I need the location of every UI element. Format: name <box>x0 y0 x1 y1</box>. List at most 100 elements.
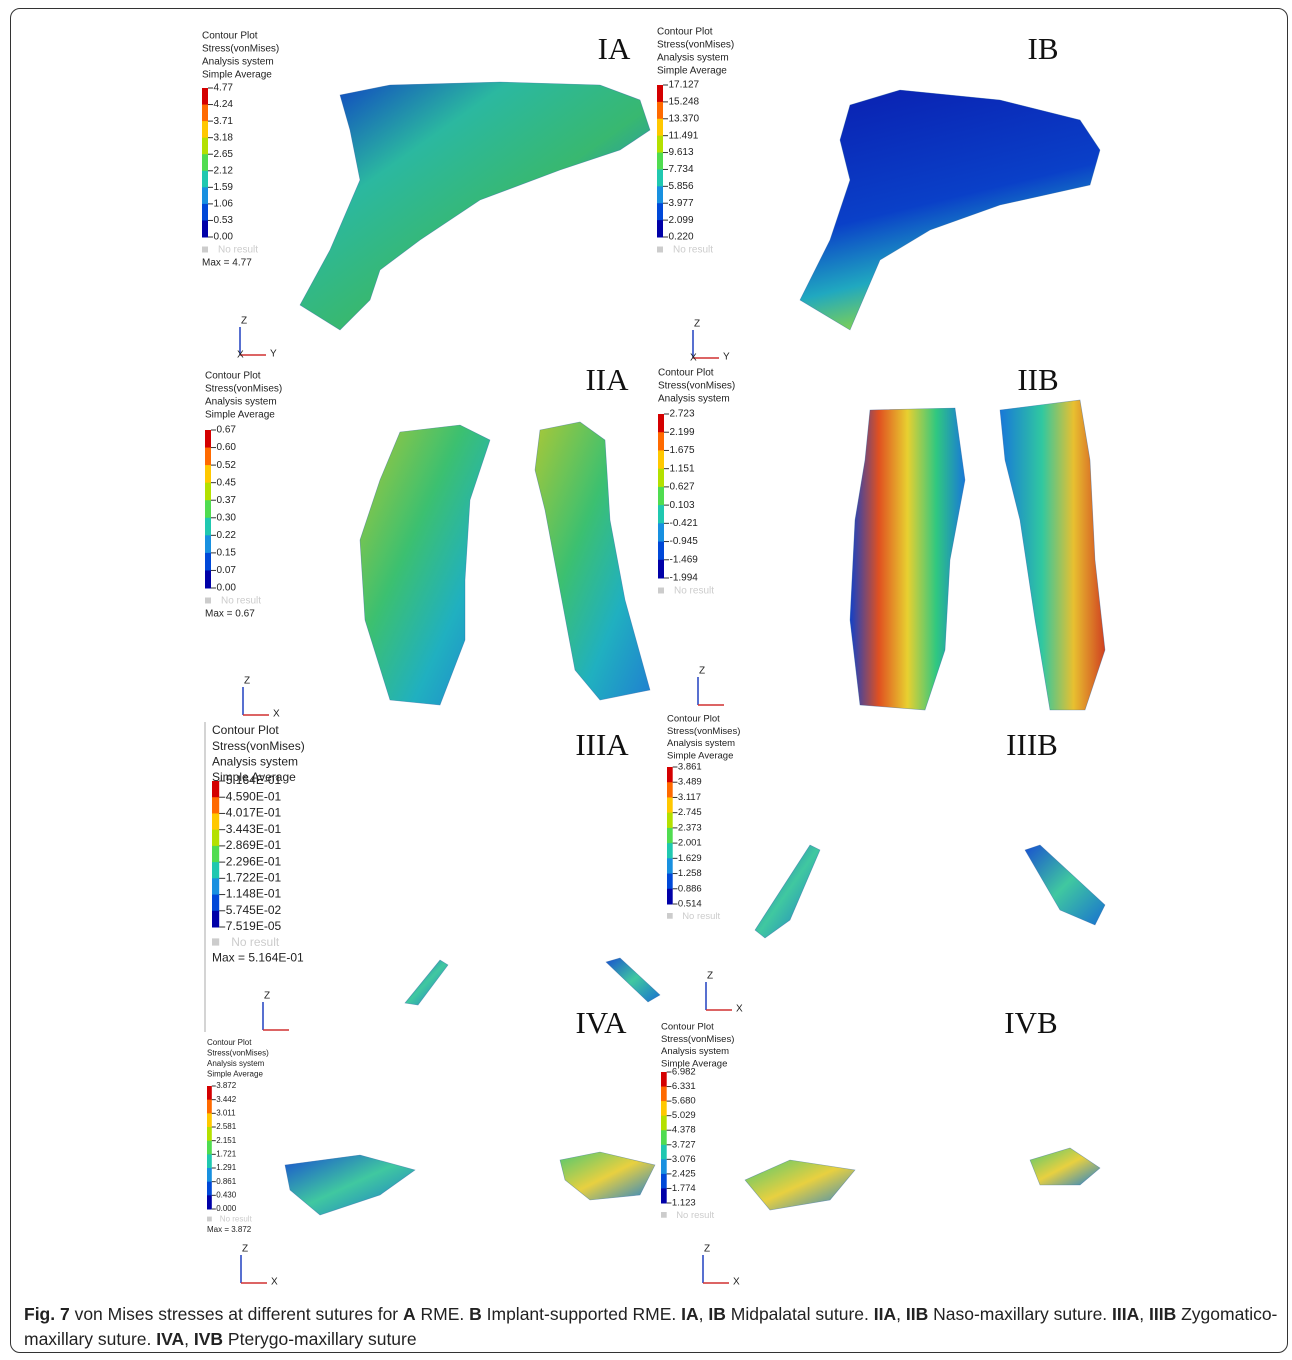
scale-label: 0.00 <box>214 232 234 243</box>
legend-header: Analysis system <box>657 53 729 64</box>
scale-label: 1.722E-01 <box>226 871 282 885</box>
scale-label: 2.425 <box>672 1168 696 1179</box>
max-value: Max = 5.164E-01 <box>212 950 304 964</box>
color-band <box>202 187 208 204</box>
color-band <box>661 1174 667 1189</box>
color-band <box>667 782 673 798</box>
color-band <box>207 1141 212 1155</box>
color-band <box>202 138 208 155</box>
scale-label: 4.378 <box>672 1125 696 1136</box>
scale-label: 11.491 <box>669 130 699 141</box>
mesh <box>800 90 1100 330</box>
scale-label: 3.117 <box>678 792 701 803</box>
scale-label: 3.71 <box>214 116 234 127</box>
color-band <box>212 846 219 863</box>
color-band <box>212 781 219 798</box>
scale-label: 0.15 <box>217 548 237 559</box>
legend-header: Stress(vonMises) <box>202 44 279 55</box>
color-band <box>658 450 664 469</box>
scale-label: 6.331 <box>672 1081 696 1092</box>
legend-header: Stress(vonMises) <box>205 384 282 395</box>
color-band <box>205 535 211 553</box>
panel-label: IVB <box>1004 1005 1057 1040</box>
legend-header: Stress(vonMises) <box>657 40 734 51</box>
caption-text: , <box>896 1304 906 1324</box>
scale-label: -0.945 <box>670 536 699 547</box>
caption-bold: IB <box>708 1304 726 1324</box>
color-band <box>657 203 663 220</box>
mesh <box>755 845 820 938</box>
scale-label: 7.734 <box>669 164 694 175</box>
axis-label: Z <box>241 316 247 327</box>
scale-label: 6.982 <box>672 1067 696 1078</box>
scale-label: 3.872 <box>216 1081 237 1090</box>
scale-label: 5.745E-02 <box>226 903 282 917</box>
color-band <box>667 858 673 874</box>
axis-label: Y <box>723 352 730 363</box>
mesh <box>560 1152 655 1200</box>
scale-label: 2.745 <box>678 807 702 818</box>
no-result: No result <box>231 935 280 949</box>
caption-text: Midpalatal suture. <box>726 1304 874 1324</box>
scale-label: 0.886 <box>678 883 702 894</box>
color-band <box>205 500 211 518</box>
no-result-swatch <box>205 598 211 604</box>
scale-label: 5.029 <box>672 1110 696 1121</box>
color-band <box>657 85 663 102</box>
scale-label: 15.248 <box>669 97 700 108</box>
panel-label: IA <box>598 31 631 66</box>
color-band <box>661 1159 667 1174</box>
scale-label: 0.45 <box>217 477 237 488</box>
color-band <box>202 204 208 221</box>
legend-header: Simple Average <box>205 410 275 421</box>
color-band <box>207 1100 212 1114</box>
color-band <box>212 878 219 895</box>
scale-label: 0.103 <box>670 500 695 511</box>
panel-label: IB <box>1028 31 1059 66</box>
color-band <box>667 797 673 813</box>
color-band <box>658 487 664 506</box>
scale-label: 2.151 <box>216 1136 237 1145</box>
scale-label: 0.514 <box>678 899 702 910</box>
scale-label: 4.77 <box>214 83 234 94</box>
scale-label: 0.37 <box>217 495 237 506</box>
legend-header: Contour Plot <box>657 27 713 38</box>
color-band <box>205 518 211 536</box>
color-band <box>661 1087 667 1102</box>
color-band <box>667 889 673 905</box>
color-band <box>212 830 219 847</box>
scale-label: 3.076 <box>672 1154 696 1165</box>
color-band <box>202 121 208 138</box>
legend-header: Analysis system <box>212 754 298 768</box>
scale-label: 2.65 <box>214 149 234 160</box>
mesh <box>1000 400 1105 710</box>
caption-bold: Fig. 7 <box>24 1304 70 1324</box>
scale-label: 7.519E-05 <box>226 919 282 933</box>
color-band <box>661 1072 667 1087</box>
legend-header: Analysis system <box>667 738 735 749</box>
caption-bold: IIB <box>906 1304 928 1324</box>
scale-label: 0.30 <box>217 512 237 523</box>
color-band <box>658 505 664 524</box>
color-band <box>202 88 208 105</box>
mesh <box>535 422 650 700</box>
legend-header: Contour Plot <box>661 1022 714 1033</box>
caption-bold: A <box>403 1304 416 1324</box>
scale-label: 1.774 <box>672 1183 696 1194</box>
color-band <box>212 911 219 928</box>
caption-text: , <box>184 1329 194 1349</box>
scale-label: 4.590E-01 <box>226 789 282 803</box>
scale-label: 1.258 <box>678 868 702 879</box>
color-band <box>657 119 663 136</box>
color-band <box>205 553 211 571</box>
no-result: No result <box>682 911 720 922</box>
color-band <box>207 1168 212 1182</box>
color-band <box>667 828 673 844</box>
mesh <box>1030 1148 1100 1185</box>
color-band <box>658 469 664 488</box>
scale-label: 0.22 <box>217 530 237 541</box>
no-result-swatch <box>657 247 663 253</box>
color-band <box>202 171 208 188</box>
legend-header: Analysis system <box>205 397 277 408</box>
scale-label: 9.613 <box>669 147 694 158</box>
